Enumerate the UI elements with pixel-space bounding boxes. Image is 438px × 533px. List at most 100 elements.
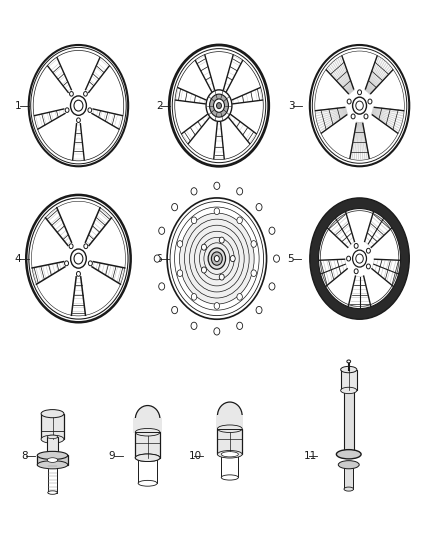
Ellipse shape [138, 480, 157, 486]
Ellipse shape [356, 254, 363, 263]
Circle shape [347, 99, 351, 104]
Circle shape [219, 237, 224, 243]
Circle shape [269, 227, 275, 235]
Ellipse shape [135, 429, 160, 436]
Ellipse shape [318, 208, 401, 309]
Text: 11: 11 [304, 451, 317, 462]
Ellipse shape [135, 454, 160, 462]
Ellipse shape [353, 250, 367, 267]
Circle shape [251, 240, 257, 247]
Bar [217, 429, 242, 454]
Ellipse shape [216, 102, 222, 109]
Ellipse shape [217, 450, 242, 458]
Bar [37, 455, 68, 465]
Circle shape [64, 261, 68, 266]
Ellipse shape [212, 252, 223, 265]
Ellipse shape [37, 461, 68, 469]
Ellipse shape [135, 454, 160, 462]
Text: 3: 3 [288, 101, 295, 111]
Ellipse shape [356, 101, 363, 110]
Circle shape [357, 90, 361, 95]
Bar [134, 418, 162, 433]
Circle shape [274, 255, 279, 262]
Circle shape [237, 322, 243, 329]
Circle shape [88, 108, 92, 112]
Circle shape [354, 269, 358, 274]
Ellipse shape [310, 198, 409, 319]
Ellipse shape [341, 387, 357, 394]
Ellipse shape [206, 90, 232, 122]
Circle shape [269, 283, 275, 290]
Circle shape [354, 244, 358, 248]
Bar [135, 432, 160, 458]
Ellipse shape [180, 213, 254, 304]
Circle shape [214, 182, 220, 189]
Text: 10: 10 [189, 451, 202, 462]
Ellipse shape [338, 461, 359, 469]
Bar [221, 453, 238, 478]
Ellipse shape [343, 388, 354, 393]
Bar [47, 437, 58, 455]
Circle shape [214, 208, 219, 215]
Circle shape [251, 270, 257, 277]
Bar [48, 464, 57, 492]
Ellipse shape [48, 491, 57, 494]
Ellipse shape [47, 435, 58, 439]
Circle shape [172, 306, 178, 314]
Bar [138, 457, 157, 483]
Ellipse shape [214, 255, 219, 262]
Circle shape [77, 271, 81, 276]
Text: 5: 5 [287, 254, 294, 264]
Circle shape [237, 294, 242, 300]
Ellipse shape [221, 451, 238, 457]
Bar [41, 414, 64, 439]
Circle shape [84, 244, 88, 248]
Circle shape [219, 274, 224, 280]
Circle shape [177, 270, 183, 277]
Bar [216, 415, 243, 430]
Ellipse shape [353, 97, 367, 114]
Circle shape [367, 264, 371, 269]
Ellipse shape [344, 487, 353, 491]
Circle shape [191, 294, 197, 300]
Bar [343, 391, 354, 454]
Text: 4: 4 [15, 254, 21, 264]
Ellipse shape [214, 99, 224, 112]
Ellipse shape [74, 100, 83, 111]
Ellipse shape [71, 96, 86, 115]
Ellipse shape [71, 249, 86, 268]
Ellipse shape [221, 475, 238, 480]
Ellipse shape [41, 409, 64, 418]
Circle shape [65, 108, 69, 112]
Circle shape [237, 217, 242, 224]
Circle shape [159, 227, 165, 235]
Ellipse shape [217, 402, 242, 430]
Circle shape [159, 283, 165, 290]
Circle shape [177, 240, 183, 247]
Text: 1: 1 [15, 101, 21, 111]
Circle shape [201, 244, 206, 250]
Bar [344, 464, 353, 489]
Ellipse shape [208, 248, 226, 269]
Ellipse shape [347, 360, 351, 363]
Circle shape [69, 244, 73, 248]
Circle shape [367, 248, 371, 253]
Ellipse shape [74, 253, 83, 264]
Ellipse shape [47, 458, 58, 463]
Text: 6: 6 [155, 254, 162, 264]
Circle shape [256, 204, 262, 211]
Ellipse shape [41, 435, 64, 443]
Circle shape [154, 255, 160, 262]
Text: 2: 2 [156, 101, 163, 111]
Circle shape [214, 328, 220, 335]
Ellipse shape [209, 94, 229, 117]
Circle shape [77, 118, 80, 123]
Ellipse shape [217, 425, 242, 432]
Circle shape [351, 114, 355, 119]
Circle shape [230, 255, 235, 262]
Ellipse shape [341, 366, 357, 373]
Ellipse shape [336, 450, 361, 459]
Bar [341, 369, 357, 391]
Ellipse shape [37, 451, 68, 459]
Circle shape [191, 322, 197, 329]
